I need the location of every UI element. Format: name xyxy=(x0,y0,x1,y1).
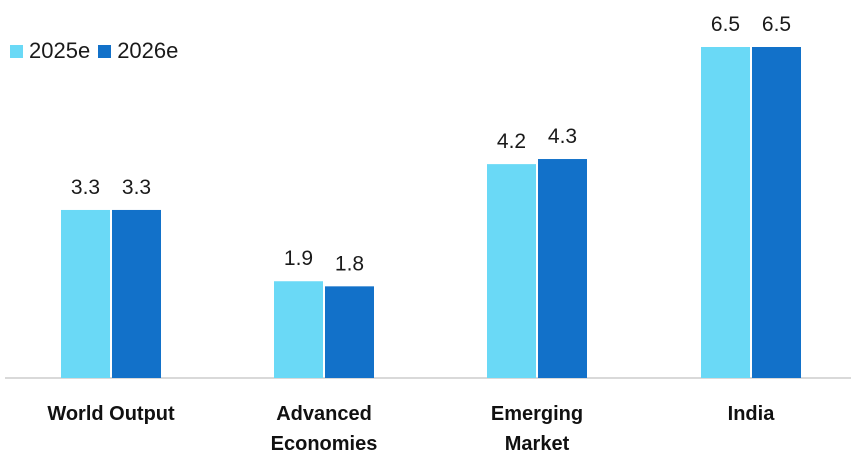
category-label-1: Economies xyxy=(271,433,378,455)
legend-swatch-2025e xyxy=(10,44,23,58)
category-label-2: Market xyxy=(505,433,570,455)
chart-legend: 2025e 2026e xyxy=(10,38,186,64)
data-label-2025e-3: 6.5 xyxy=(711,13,740,36)
data-label-2025e-1: 1.9 xyxy=(284,247,313,270)
data-label-2026e-0: 3.3 xyxy=(122,176,151,199)
data-label-2025e-2: 4.2 xyxy=(497,130,526,153)
category-label-3: India xyxy=(728,403,776,425)
category-label-0: World Output xyxy=(47,403,175,425)
bar-2025e-2 xyxy=(487,164,536,378)
legend-label-2025e: 2025e xyxy=(29,38,91,63)
bar-2025e-3 xyxy=(701,47,750,378)
bar-2025e-1 xyxy=(274,281,323,378)
bar-2025e-0 xyxy=(61,209,110,378)
data-label-2026e-3: 6.5 xyxy=(762,13,791,36)
legend-item-2026e: 2026e xyxy=(98,38,178,64)
bar-2026e-3 xyxy=(752,47,801,378)
legend-label-2026e: 2026e xyxy=(117,38,179,63)
category-label-1: Advanced xyxy=(276,403,372,425)
legend-swatch-2026e xyxy=(98,44,112,58)
data-label-2025e-0: 3.3 xyxy=(71,176,100,199)
data-label-2026e-2: 4.3 xyxy=(548,125,577,148)
bar-2026e-2 xyxy=(538,159,587,378)
bar-2026e-1 xyxy=(325,286,374,378)
bar-2026e-0 xyxy=(112,209,161,378)
legend-item-2025e: 2025e xyxy=(10,38,90,64)
category-label-2: Emerging xyxy=(491,403,583,425)
data-label-2026e-1: 1.8 xyxy=(335,252,364,275)
